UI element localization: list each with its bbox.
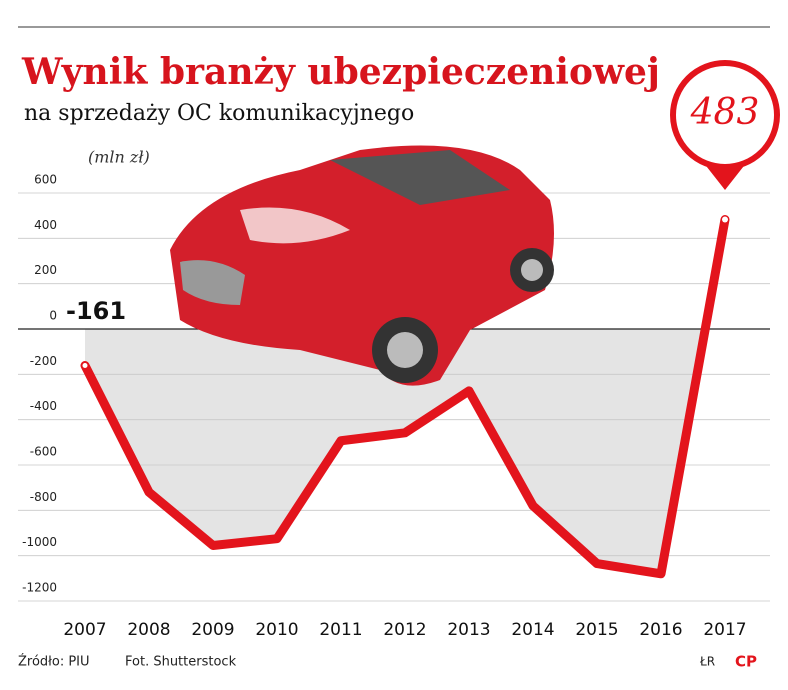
- x-tick-label: 2008: [127, 620, 170, 640]
- photo-credit: Fot. Shutterstock: [125, 655, 237, 670]
- x-tick-label: 2012: [383, 620, 426, 640]
- end-point: [722, 216, 728, 223]
- data-layer: 2007 2008 2009 2010 2011 2012 2013 2014 2015 2016…: [63, 60, 780, 640]
- x-tick-label: 2013: [447, 620, 490, 640]
- x-tick-label: 2017: [703, 620, 746, 640]
- author: ŁR: [699, 655, 715, 669]
- y-tick-label: -200: [30, 354, 57, 368]
- data-label: -161: [66, 297, 126, 325]
- x-tick-label: 2010: [255, 620, 298, 640]
- y-tick-label: 200: [34, 263, 57, 277]
- start-point: [82, 362, 88, 368]
- y-tick-label: 0: [49, 309, 57, 323]
- x-tick-label: 2011: [319, 620, 362, 640]
- y-tick-label: -1000: [22, 535, 57, 549]
- car-illustration: [170, 145, 554, 386]
- x-tick-label: 2007: [63, 620, 106, 640]
- area-layer: [85, 329, 725, 574]
- y-tick-label: 400: [34, 218, 57, 232]
- callout-ring: [670, 60, 780, 170]
- chart-subtitle: na sprzedaży OC komunikacyjnego: [24, 101, 414, 126]
- x-tick-label: 2009: [191, 620, 234, 640]
- y-tick-label: -1200: [22, 581, 57, 595]
- y-tick-label: -400: [30, 399, 57, 413]
- x-tick-label: 2014: [511, 620, 554, 640]
- data-line: [80, 215, 730, 579]
- chart-title: Wynik branży ubezpieczeniowej: [21, 51, 660, 93]
- y-tick-label: 600: [34, 173, 57, 187]
- x-tick-label: 2016: [639, 620, 682, 640]
- callout-pointer: [703, 162, 747, 190]
- y-axis-label: (mln zł): [88, 148, 150, 167]
- below-zero-area: [85, 329, 725, 574]
- x-tick-label: 2015: [575, 620, 618, 640]
- logo: CP: [735, 653, 757, 671]
- y-tick-label: -600: [30, 445, 57, 459]
- y-tick-label: -800: [30, 490, 57, 504]
- source: Źródło: PIU: [18, 654, 90, 670]
- data-label: 483: [690, 92, 760, 133]
